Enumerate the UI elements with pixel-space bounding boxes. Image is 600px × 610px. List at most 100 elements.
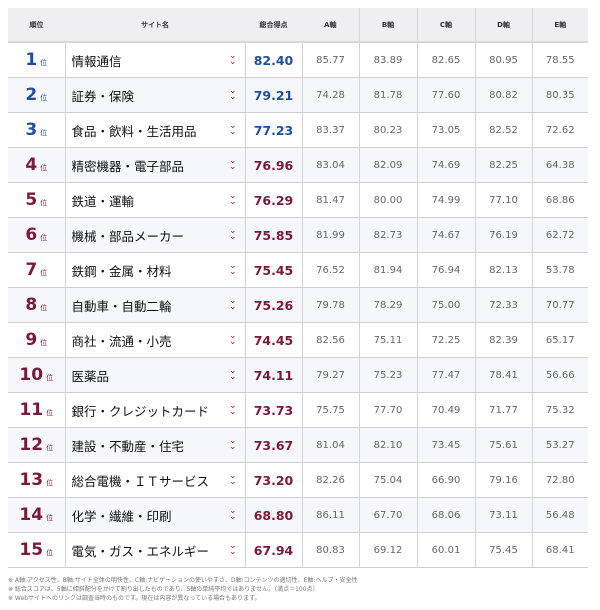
axis-d-score: 79.16: [474, 462, 532, 498]
rank-suffix: 位: [46, 374, 54, 382]
rank-suffix: 位: [40, 94, 48, 102]
site-name: 鉄鋼・金属・材料: [71, 263, 172, 279]
header-row: 順位 サイト名 総合得点 A軸 B軸 C軸 D軸 E軸: [8, 8, 588, 43]
site-name-cell[interactable]: 食品・飲料・生活用品 ⌄ ⌄: [64, 112, 245, 148]
rank-number: 10: [19, 365, 44, 385]
chevron-down-icon[interactable]: ⌄ ⌄: [228, 506, 237, 522]
axis-e-score: 64.38: [531, 147, 588, 183]
footnotes: ※ A軸:アクセス性、B軸:サイト全体の明快性、C軸:ナビゲーションの使いやすさ…: [8, 576, 357, 603]
chevron-down-icon[interactable]: ⌄ ⌄: [228, 331, 237, 347]
axis-e-score: 80.35: [531, 77, 588, 113]
chevron-down-icon[interactable]: ⌄ ⌄: [228, 86, 237, 102]
site-name-cell[interactable]: 医薬品 ⌄ ⌄: [64, 357, 245, 393]
axis-c-score: 82.65: [416, 42, 475, 78]
chevron-down-icon[interactable]: ⌄ ⌄: [228, 471, 237, 487]
axis-b-score: 75.11: [358, 322, 417, 358]
axis-d-score: 82.25: [474, 147, 532, 183]
site-name-cell[interactable]: 鉄鋼・金属・材料 ⌄ ⌄: [64, 252, 245, 288]
axis-e-score: 75.32: [531, 392, 588, 428]
axis-e-score: 72.62: [531, 112, 588, 148]
chevron-down-icon[interactable]: ⌄ ⌄: [228, 191, 237, 207]
axis-d-score: 75.45: [474, 532, 532, 568]
rank-number: 6: [25, 225, 38, 245]
axis-c-score: 74.67: [416, 217, 475, 253]
axis-b-score: 78.29: [358, 287, 417, 323]
table-row: 10 位医薬品 ⌄ ⌄ 74.11 79.27 75.23 77.47 78.41 56.66: [8, 357, 588, 393]
axis-a-score: 86.11: [301, 497, 359, 533]
chevron-down-icon[interactable]: ⌄ ⌄: [228, 436, 237, 452]
chevron-down-icon[interactable]: ⌄ ⌄: [228, 366, 237, 382]
axis-c-score: 73.45: [416, 427, 475, 463]
site-name-cell[interactable]: 情報通信 ⌄ ⌄: [64, 42, 245, 78]
table-row: 2 位証券・保険 ⌄ ⌄ 79.21 74.28 81.78 77.60 80.82 80.35: [8, 77, 588, 113]
total-score: 75.85: [244, 217, 302, 253]
chevron-down-icon[interactable]: ⌄ ⌄: [228, 541, 237, 557]
site-name-cell[interactable]: 精密機器・電子部品 ⌄ ⌄: [64, 147, 245, 183]
site-name: 情報通信: [71, 53, 122, 69]
site-name-cell[interactable]: 銀行・クレジットカード ⌄ ⌄: [64, 392, 245, 428]
site-name-cell[interactable]: 機械・部品メーカー ⌄ ⌄: [64, 217, 245, 253]
table-row: 13 位総合電機・ＩＴサービス ⌄ ⌄ 73.20 82.26 75.04 66.90 79.1…: [8, 462, 588, 498]
site-name-cell[interactable]: 証券・保険 ⌄ ⌄: [64, 77, 245, 113]
axis-c-score: 68.06: [416, 497, 475, 533]
axis-c-score: 75.00: [416, 287, 475, 323]
site-name-cell[interactable]: 電気・ガス・エネルギー ⌄ ⌄: [64, 532, 245, 568]
axis-d-score: 76.19: [474, 217, 532, 253]
axis-b-score: 82.73: [358, 217, 417, 253]
rank-suffix: 位: [46, 444, 54, 452]
table-row: 3 位食品・飲料・生活用品 ⌄ ⌄ 77.23 83.37 80.23 73.05 82.52 7…: [8, 112, 588, 148]
rank-cell: 13 位: [8, 462, 65, 498]
axis-a-score: 83.04: [301, 147, 359, 183]
chevron-down-icon[interactable]: ⌄ ⌄: [228, 226, 237, 242]
chevron-down-icon[interactable]: ⌄ ⌄: [228, 121, 237, 137]
total-score: 76.29: [244, 182, 302, 218]
site-name-cell[interactable]: 建設・不動産・住宅 ⌄ ⌄: [64, 427, 245, 463]
axis-a-score: 74.28: [301, 77, 359, 113]
rank-suffix: 位: [40, 129, 48, 137]
axis-b-score: 75.04: [358, 462, 417, 498]
rank-cell: 15 位: [8, 532, 65, 568]
chevron-down-icon[interactable]: ⌄ ⌄: [228, 261, 237, 277]
table-row: 9 位商社・流通・小売 ⌄ ⌄ 74.45 82.56 75.11 72.25 82.39 65.…: [8, 322, 588, 358]
table-row: 8 位自動車・自動二輪 ⌄ ⌄ 75.26 79.78 78.29 75.00 72.33 70.…: [8, 287, 588, 323]
site-name: 医薬品: [71, 368, 110, 384]
axis-c-score: 74.99: [416, 182, 475, 218]
rank-number: 13: [19, 470, 44, 490]
chevron-down-icon[interactable]: ⌄ ⌄: [228, 51, 237, 67]
site-name-cell[interactable]: 商社・流通・小売 ⌄ ⌄: [64, 322, 245, 358]
table-row: 12 位建設・不動産・住宅 ⌄ ⌄ 73.67 81.04 82.10 73.45 75.61 5…: [8, 427, 588, 463]
axis-c-score: 70.49: [416, 392, 475, 428]
site-name-cell[interactable]: 総合電機・ＩＴサービス ⌄ ⌄: [64, 462, 245, 498]
chevron-down-icon[interactable]: ⌄ ⌄: [228, 156, 237, 172]
site-name-cell[interactable]: 自動車・自動二輪 ⌄ ⌄: [64, 287, 245, 323]
rank-number: 12: [19, 435, 44, 455]
rank-number: 2: [25, 85, 38, 105]
rank-number: 9: [25, 330, 38, 350]
rank-suffix: 位: [46, 479, 54, 487]
header-c: C軸: [416, 8, 475, 43]
axis-d-score: 78.41: [474, 357, 532, 393]
chevron-down-icon[interactable]: ⌄ ⌄: [228, 296, 237, 312]
rank-number: 14: [19, 505, 44, 525]
chevron-down-icon[interactable]: ⌄ ⌄: [228, 401, 237, 417]
total-score: 75.45: [244, 252, 302, 288]
site-name-cell[interactable]: 鉄道・運輸 ⌄ ⌄: [64, 182, 245, 218]
axis-c-score: 77.60: [416, 77, 475, 113]
site-name: 証券・保険: [71, 88, 135, 104]
site-name: 銀行・クレジットカード: [71, 403, 210, 419]
axis-a-score: 79.27: [301, 357, 359, 393]
rank-number: 5: [25, 190, 38, 210]
site-name-cell[interactable]: 化学・繊維・印刷 ⌄ ⌄: [64, 497, 245, 533]
axis-e-score: 72.80: [531, 462, 588, 498]
header-name: サイト名: [65, 8, 245, 43]
rank-suffix: 位: [46, 409, 54, 417]
axis-c-score: 73.05: [416, 112, 475, 148]
total-score: 74.11: [244, 357, 302, 393]
total-score: 76.96: [244, 147, 302, 183]
total-score: 73.67: [244, 427, 302, 463]
total-score: 74.45: [244, 322, 302, 358]
